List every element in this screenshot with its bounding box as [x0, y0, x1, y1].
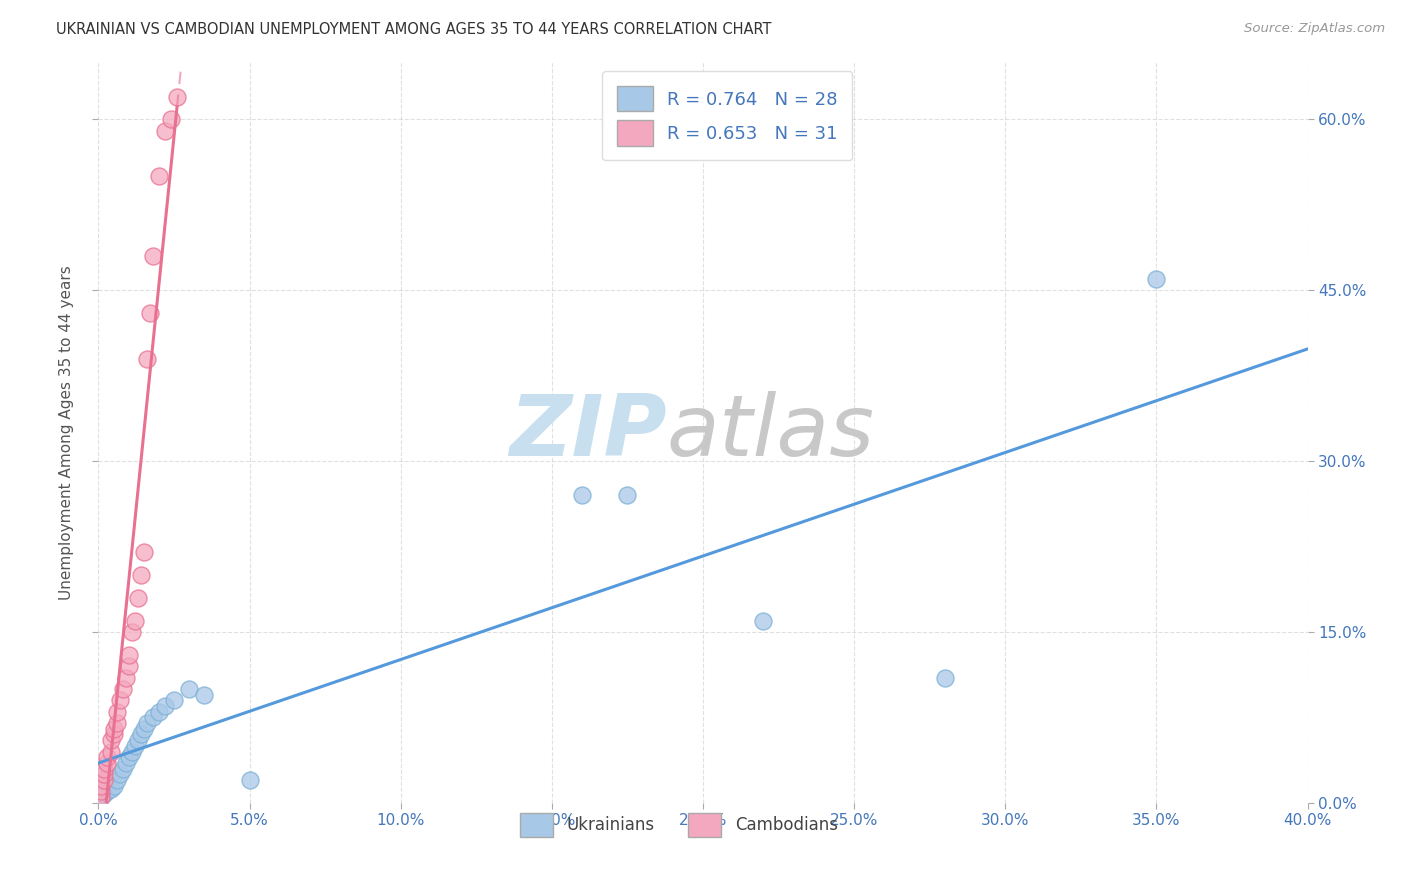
Point [135, 351, 157, 366]
Point [124, 739, 146, 753]
Point [105, 705, 128, 719]
Text: Source: ZipAtlas.com: Source: ZipAtlas.com [1244, 22, 1385, 36]
Point [96, 784, 118, 798]
Point [103, 727, 125, 741]
Y-axis label: Unemployment Among Ages 35 to 44 years: Unemployment Among Ages 35 to 44 years [59, 265, 75, 600]
Point [934, 671, 956, 685]
Point [93, 762, 115, 776]
Point [142, 710, 165, 724]
Point [111, 762, 134, 776]
Point [118, 648, 141, 662]
Legend: Ukrainians, Cambodians: Ukrainians, Cambodians [506, 800, 851, 850]
Point [100, 733, 122, 747]
Point [1144, 272, 1167, 286]
Point [90, 790, 112, 805]
Point [90, 784, 112, 798]
Point [100, 745, 122, 759]
Point [90, 790, 112, 805]
Point [121, 624, 143, 639]
Point [166, 89, 188, 103]
Point [121, 745, 143, 759]
Point [135, 716, 157, 731]
Point [118, 659, 141, 673]
Point [616, 488, 638, 502]
Point [108, 767, 131, 781]
Point [103, 722, 125, 736]
Point [105, 716, 128, 731]
Point [111, 681, 134, 696]
Point [148, 705, 170, 719]
Point [127, 591, 149, 605]
Point [142, 249, 165, 263]
Point [160, 112, 183, 127]
Point [108, 693, 131, 707]
Point [132, 722, 155, 736]
Point [153, 124, 176, 138]
Point [193, 688, 215, 702]
Point [100, 782, 122, 797]
Point [571, 488, 593, 502]
Point [96, 750, 118, 764]
Point [139, 306, 162, 320]
Point [105, 772, 128, 787]
Point [163, 693, 186, 707]
Point [127, 733, 149, 747]
Text: UKRAINIAN VS CAMBODIAN UNEMPLOYMENT AMONG AGES 35 TO 44 YEARS CORRELATION CHART: UKRAINIAN VS CAMBODIAN UNEMPLOYMENT AMON… [56, 22, 772, 37]
Point [129, 727, 152, 741]
Point [103, 779, 125, 793]
Point [179, 681, 201, 696]
Point [239, 772, 262, 787]
Point [752, 614, 775, 628]
Point [114, 671, 136, 685]
Text: ZIP: ZIP [509, 391, 666, 475]
Text: atlas: atlas [666, 391, 875, 475]
Point [93, 767, 115, 781]
Point [96, 756, 118, 770]
Point [93, 772, 115, 787]
Point [148, 169, 170, 184]
Point [153, 698, 176, 713]
Point [114, 756, 136, 770]
Point [93, 787, 115, 801]
Point [129, 568, 152, 582]
Point [118, 750, 141, 764]
Point [132, 545, 155, 559]
Point [124, 614, 146, 628]
Point [90, 779, 112, 793]
